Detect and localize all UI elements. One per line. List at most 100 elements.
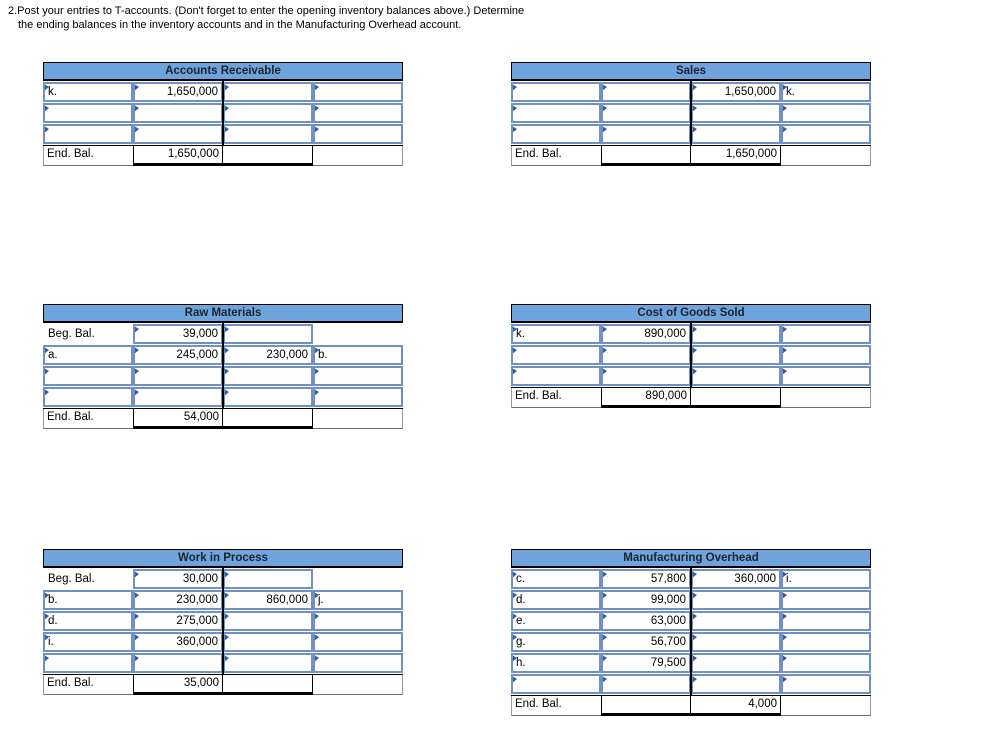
entry-cell-sales-r2c4[interactable] [781, 103, 871, 123]
entry-cell-manufacturing-overhead-r4c3[interactable] [691, 632, 781, 652]
cell-text: b. [48, 594, 58, 606]
entry-cell-sales-r2c1[interactable] [511, 103, 601, 123]
cell-marker-icon [693, 84, 697, 91]
entry-cell-accounts-receivable-r3c2[interactable] [133, 124, 223, 144]
entry-cell-manufacturing-overhead-r4c4[interactable] [781, 632, 871, 652]
entry-cell-manufacturing-overhead-r5c2[interactable]: 79,500 [601, 653, 691, 673]
entry-cell-work-in-process-r5c3[interactable] [223, 653, 313, 673]
entry-cell-raw-materials-r3c4[interactable] [313, 366, 403, 386]
entry-cell-cost-of-goods-sold-r3c2[interactable] [601, 366, 691, 386]
entry-cell-work-in-process-r3c1[interactable]: d. [43, 611, 133, 631]
entry-cell-accounts-receivable-r2c3[interactable] [223, 103, 313, 123]
entry-cell-work-in-process-r4c2[interactable]: 360,000 [133, 632, 223, 652]
entry-cell-manufacturing-overhead-r6c3[interactable] [691, 674, 781, 694]
end-bal-credit: 4,000 [691, 696, 781, 716]
entry-cell-sales-r1c2[interactable] [601, 82, 691, 102]
entry-cell-sales-r3c2[interactable] [601, 124, 691, 144]
entry-cell-manufacturing-overhead-r2c2[interactable]: 99,000 [601, 590, 691, 610]
entry-cell-work-in-process-r4c1[interactable]: i. [43, 632, 133, 652]
cell-marker-icon [693, 634, 697, 641]
entry-cell-work-in-process-r3c3[interactable] [223, 611, 313, 631]
entry-cell-manufacturing-overhead-r2c3[interactable] [691, 590, 781, 610]
cell-text: c. [516, 573, 525, 585]
entry-cell-manufacturing-overhead-r4c2[interactable]: 56,700 [601, 632, 691, 652]
entry-cell-raw-materials-r1c2[interactable]: 39,000 [133, 324, 223, 344]
entry-cell-work-in-process-r2c3[interactable]: 860,000 [223, 590, 313, 610]
entry-cell-cost-of-goods-sold-r1c2[interactable]: 890,000 [601, 324, 691, 344]
entry-cell-accounts-receivable-r2c1[interactable] [43, 103, 133, 123]
entry-cell-accounts-receivable-r1c4[interactable] [313, 82, 403, 102]
entry-cell-manufacturing-overhead-r1c3[interactable]: 360,000 [691, 569, 781, 589]
entry-cell-sales-r3c3[interactable] [691, 124, 781, 144]
entry-cell-accounts-receivable-r2c4[interactable] [313, 103, 403, 123]
entry-cell-raw-materials-r4c2[interactable] [133, 387, 223, 407]
entry-cell-cost-of-goods-sold-r1c1[interactable]: k. [511, 324, 601, 344]
entry-cell-manufacturing-overhead-r6c2[interactable] [601, 674, 691, 694]
entry-cell-sales-r2c2[interactable] [601, 103, 691, 123]
entry-cell-work-in-process-r1c2[interactable]: 30,000 [133, 569, 223, 589]
entry-cell-work-in-process-r2c2[interactable]: 230,000 [133, 590, 223, 610]
entry-cell-raw-materials-r2c1[interactable]: a. [43, 345, 133, 365]
entry-cell-work-in-process-r1c3[interactable] [223, 569, 313, 589]
entry-cell-accounts-receivable-r1c2[interactable]: 1,650,000 [133, 82, 223, 102]
entry-cell-cost-of-goods-sold-r2c4[interactable] [781, 345, 871, 365]
entry-cell-accounts-receivable-r3c3[interactable] [223, 124, 313, 144]
entry-cell-work-in-process-r2c1[interactable]: b. [43, 590, 133, 610]
entry-cell-raw-materials-r3c3[interactable] [223, 366, 313, 386]
entry-cell-manufacturing-overhead-r4c1[interactable]: g. [511, 632, 601, 652]
entry-cell-raw-materials-r2c3[interactable]: 230,000 [223, 345, 313, 365]
entry-cell-cost-of-goods-sold-r2c1[interactable] [511, 345, 601, 365]
entry-cell-manufacturing-overhead-r3c1[interactable]: e. [511, 611, 601, 631]
entry-cell-manufacturing-overhead-r3c4[interactable] [781, 611, 871, 631]
entry-cell-cost-of-goods-sold-r2c3[interactable] [691, 345, 781, 365]
entry-cell-manufacturing-overhead-r5c3[interactable] [691, 653, 781, 673]
entry-cell-manufacturing-overhead-r3c3[interactable] [691, 611, 781, 631]
cell-text: e. [516, 615, 526, 627]
entry-cell-accounts-receivable-r1c1[interactable]: k. [43, 82, 133, 102]
entry-cell-work-in-process-r5c4[interactable] [313, 653, 403, 673]
entry-cell-manufacturing-overhead-r1c1[interactable]: c. [511, 569, 601, 589]
entry-cell-manufacturing-overhead-r2c1[interactable]: d. [511, 590, 601, 610]
entry-cell-work-in-process-r5c2[interactable] [133, 653, 223, 673]
entry-cell-sales-r1c1[interactable] [511, 82, 601, 102]
entry-cell-manufacturing-overhead-r1c4[interactable]: i. [781, 569, 871, 589]
entry-cell-work-in-process-r2c4[interactable]: j. [313, 590, 403, 610]
entry-cell-manufacturing-overhead-r3c2[interactable]: 63,000 [601, 611, 691, 631]
entry-cell-work-in-process-r4c3[interactable] [223, 632, 313, 652]
entry-cell-accounts-receivable-r2c2[interactable] [133, 103, 223, 123]
entry-cell-raw-materials-r4c3[interactable] [223, 387, 313, 407]
entry-cell-manufacturing-overhead-r1c2[interactable]: 57,800 [601, 569, 691, 589]
end-bal-spacer [313, 675, 403, 695]
entry-cell-manufacturing-overhead-r5c1[interactable]: h. [511, 653, 601, 673]
entry-cell-cost-of-goods-sold-r3c1[interactable] [511, 366, 601, 386]
cell-marker-icon [135, 347, 139, 354]
entry-cell-raw-materials-r1c3[interactable] [223, 324, 313, 344]
entry-cell-sales-r3c4[interactable] [781, 124, 871, 144]
entry-cell-manufacturing-overhead-r6c4[interactable] [781, 674, 871, 694]
entry-cell-raw-materials-r3c2[interactable] [133, 366, 223, 386]
entry-cell-cost-of-goods-sold-r3c3[interactable] [691, 366, 781, 386]
entry-cell-work-in-process-r3c2[interactable]: 275,000 [133, 611, 223, 631]
entry-cell-raw-materials-r2c2[interactable]: 245,000 [133, 345, 223, 365]
entry-cell-cost-of-goods-sold-r1c4[interactable] [781, 324, 871, 344]
entry-cell-cost-of-goods-sold-r1c3[interactable] [691, 324, 781, 344]
entry-cell-raw-materials-r4c4[interactable] [313, 387, 403, 407]
entry-cell-sales-r1c3[interactable]: 1,650,000 [691, 82, 781, 102]
entry-cell-manufacturing-overhead-r5c4[interactable] [781, 653, 871, 673]
entry-cell-sales-r1c4[interactable]: k. [781, 82, 871, 102]
entry-cell-raw-materials-r4c1[interactable] [43, 387, 133, 407]
entry-cell-manufacturing-overhead-r2c4[interactable] [781, 590, 871, 610]
entry-cell-cost-of-goods-sold-r2c2[interactable] [601, 345, 691, 365]
entry-cell-manufacturing-overhead-r6c1[interactable] [511, 674, 601, 694]
entry-cell-raw-materials-r3c1[interactable] [43, 366, 133, 386]
entry-cell-work-in-process-r5c1[interactable] [43, 653, 133, 673]
entry-cell-work-in-process-r4c4[interactable] [313, 632, 403, 652]
entry-cell-work-in-process-r3c4[interactable] [313, 611, 403, 631]
entry-cell-accounts-receivable-r1c3[interactable] [223, 82, 313, 102]
entry-cell-sales-r2c3[interactable] [691, 103, 781, 123]
entry-cell-raw-materials-r2c4[interactable]: b. [313, 345, 403, 365]
entry-cell-sales-r3c1[interactable] [511, 124, 601, 144]
entry-cell-accounts-receivable-r3c4[interactable] [313, 124, 403, 144]
entry-cell-cost-of-goods-sold-r3c4[interactable] [781, 366, 871, 386]
entry-cell-accounts-receivable-r3c1[interactable] [43, 124, 133, 144]
